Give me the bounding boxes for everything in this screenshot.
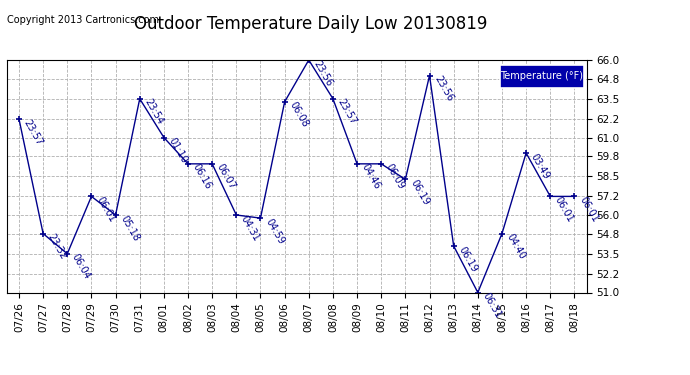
Text: 06:09: 06:09	[384, 162, 406, 192]
Text: 23:32: 23:32	[46, 232, 68, 261]
Text: 23:56: 23:56	[312, 58, 334, 88]
Text: Temperature (°F): Temperature (°F)	[500, 71, 583, 81]
Text: 06:19: 06:19	[457, 244, 479, 274]
Text: 06:01: 06:01	[95, 195, 117, 224]
Text: 04:59: 04:59	[264, 217, 286, 246]
Text: 04:31: 04:31	[239, 214, 262, 243]
Text: 04:46: 04:46	[360, 162, 382, 192]
Text: 06:08: 06:08	[288, 100, 310, 129]
Text: 06:04: 06:04	[70, 252, 92, 281]
Text: 06:31: 06:31	[481, 291, 503, 320]
Text: 04:40: 04:40	[505, 232, 527, 261]
Text: Copyright 2013 Cartronics.com: Copyright 2013 Cartronics.com	[7, 15, 159, 25]
Text: 03:49: 03:49	[529, 152, 551, 181]
Text: 05:18: 05:18	[119, 214, 141, 243]
Text: 06:01: 06:01	[578, 195, 600, 224]
Text: 23:57: 23:57	[336, 98, 358, 127]
Text: 06:07: 06:07	[215, 162, 237, 192]
Text: 06:16: 06:16	[191, 162, 213, 192]
Text: 23:54: 23:54	[143, 98, 165, 127]
Text: Outdoor Temperature Daily Low 20130819: Outdoor Temperature Daily Low 20130819	[134, 15, 487, 33]
Text: 23:56: 23:56	[433, 74, 455, 104]
Text: 23:57: 23:57	[22, 117, 44, 147]
Text: 01:10: 01:10	[167, 136, 189, 165]
Text: 06:19: 06:19	[408, 178, 431, 207]
Text: 06:01: 06:01	[553, 195, 575, 224]
